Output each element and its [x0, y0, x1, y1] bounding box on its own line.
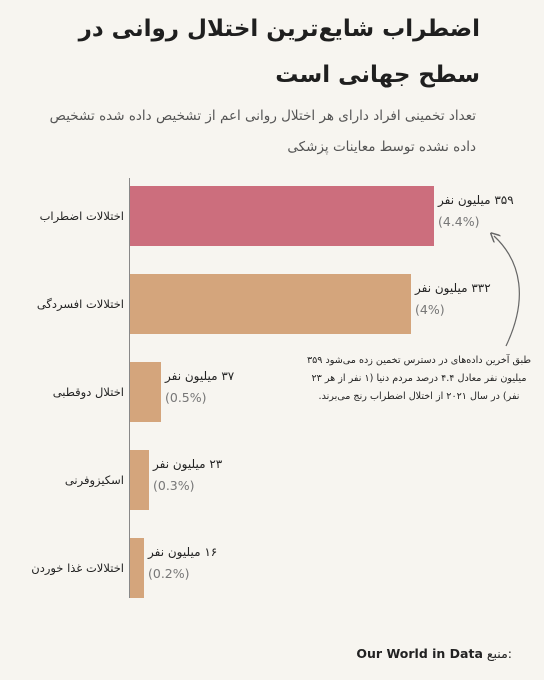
category-label: اختلالات اضطراب	[39, 209, 124, 223]
value-label: ۳۳۲ میلیون نفر (4%)	[415, 277, 491, 321]
value-label: ۲۳ میلیون نفر (0.3%)	[153, 453, 222, 497]
bar	[130, 450, 149, 510]
value-percent: (4.4%)	[438, 214, 480, 229]
value-count: ۳۳۲ میلیون نفر	[415, 281, 491, 295]
value-label: ۱۶ میلیون نفر (0.2%)	[148, 541, 217, 585]
category-label: اختلال دوقطبی	[52, 385, 124, 399]
category-label: اختلالات افسردگی	[36, 297, 124, 311]
value-label: ۳۷ میلیون نفر (0.5%)	[165, 365, 234, 409]
annotation-text: طبق آخرین داده‌های در دسترس تخمین زده می…	[306, 355, 532, 402]
category-label: اختلالات غذا خوردن	[31, 561, 124, 575]
bar	[130, 274, 411, 334]
source-credit: Our World in Data منبع:	[356, 646, 512, 661]
source-name: Our World in Data	[356, 646, 483, 661]
bar	[130, 186, 434, 246]
value-percent: (0.2%)	[148, 566, 190, 581]
y-axis-line	[129, 178, 130, 598]
chart-title: اضطراب شایع‌ترین اختلال روانی در سطح جها…	[78, 16, 480, 88]
value-label: ۳۵۹ میلیون نفر (4.4%)	[438, 189, 514, 233]
bar	[130, 538, 144, 598]
value-percent: (0.3%)	[153, 478, 195, 493]
source-label: منبع:	[486, 646, 512, 661]
value-percent: (4%)	[415, 302, 445, 317]
bar	[130, 362, 161, 422]
value-count: ۲۳ میلیون نفر	[153, 457, 223, 471]
category-label: اسکیزوفرنی	[64, 473, 124, 487]
value-percent: (0.5%)	[165, 390, 207, 405]
value-count: ۳۷ میلیون نفر	[165, 369, 235, 383]
value-count: ۱۶ میلیون نفر	[148, 545, 218, 559]
value-count: ۳۵۹ میلیون نفر	[438, 193, 514, 207]
chart-subtitle: تعداد تخمینی افراد دارای هر اختلال روانی…	[49, 108, 476, 155]
